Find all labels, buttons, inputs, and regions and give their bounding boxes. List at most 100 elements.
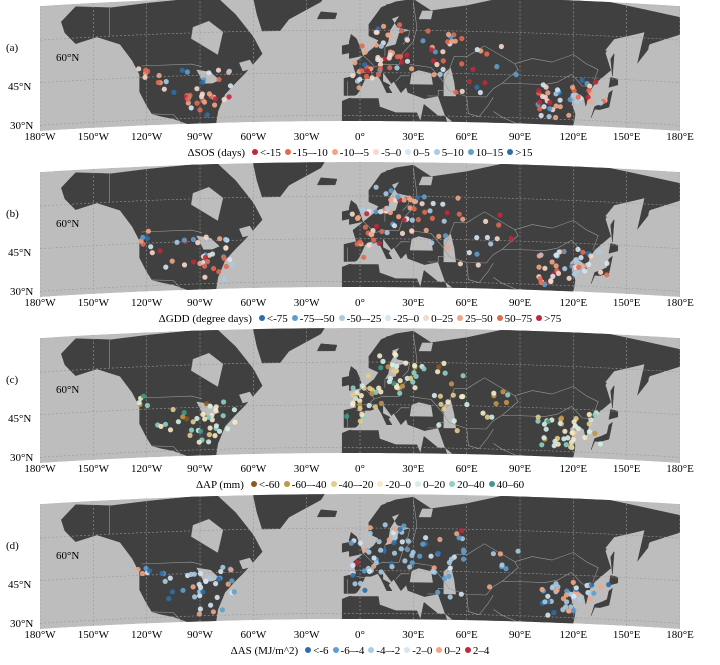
station-point: [497, 212, 503, 218]
lon-label: 30°E: [402, 629, 425, 641]
legend-label: -50–-25: [346, 313, 382, 325]
station-point: [350, 385, 356, 391]
station-point: [206, 414, 212, 420]
legend-item: 0–5: [405, 147, 430, 159]
station-point: [435, 589, 441, 595]
lon-label: 120°W: [131, 131, 163, 143]
station-point: [192, 594, 198, 600]
station-point: [371, 237, 377, 243]
station-point: [188, 571, 194, 577]
water-sea-of-okhotsk: [605, 32, 645, 64]
station-point: [573, 269, 579, 275]
station-point: [541, 435, 547, 441]
station-point: [201, 99, 208, 105]
station-point: [483, 218, 489, 224]
station-point: [477, 89, 483, 96]
station-point: [401, 197, 407, 203]
station-point: [180, 587, 186, 593]
station-point: [221, 255, 227, 261]
station-point: [455, 195, 461, 201]
border-line: [430, 211, 599, 250]
lon-label: 0°: [355, 131, 365, 143]
station-point: [536, 253, 542, 259]
legend-label: 40–60: [496, 479, 525, 491]
station-point: [445, 39, 451, 45]
station-point: [487, 584, 493, 590]
station-point: [450, 392, 456, 398]
station-point: [568, 604, 574, 610]
station-point: [391, 368, 397, 374]
land-ireland: [341, 43, 350, 55]
station-point: [175, 419, 181, 425]
station-point: [494, 64, 500, 70]
station-point: [391, 380, 397, 386]
station-point: [140, 234, 146, 240]
lon-label: 60°E: [455, 131, 478, 143]
station-point: [435, 369, 441, 375]
map-svg: [40, 328, 680, 463]
station-point: [381, 23, 387, 29]
station-point: [359, 68, 365, 74]
station-point: [387, 65, 393, 71]
legend-item: -40–-20: [330, 479, 373, 491]
station-point: [570, 579, 576, 585]
station-point: [549, 259, 555, 265]
station-point: [553, 581, 559, 587]
station-point: [574, 99, 580, 105]
station-point: [536, 99, 543, 105]
border-line: [466, 428, 494, 450]
legend-label: 0–2: [444, 645, 461, 657]
legend-title: ΔAS (MJ/m^2): [230, 645, 299, 657]
station-point: [229, 578, 235, 584]
legend-label: 2–4: [472, 645, 490, 657]
station-point: [591, 590, 597, 596]
station-point: [394, 363, 400, 369]
water-sea-of-okhotsk: [605, 530, 645, 562]
station-point: [378, 547, 384, 553]
station-point: [513, 72, 519, 78]
station-point: [376, 539, 382, 545]
station-point: [404, 58, 411, 64]
legend-swatch: [464, 647, 471, 653]
station-point: [537, 106, 543, 112]
station-point: [229, 262, 235, 268]
station-point: [542, 599, 548, 605]
station-point: [409, 560, 415, 566]
station-point: [431, 392, 437, 399]
station-point: [412, 363, 418, 369]
legend-swatch: [436, 647, 443, 653]
station-point: [459, 61, 465, 67]
station-point: [367, 525, 373, 531]
lon-label: 180°E: [666, 463, 694, 475]
station-point: [420, 38, 426, 44]
station-point: [428, 553, 434, 559]
water-black-sea: [409, 70, 433, 85]
legend-item: 20–40: [449, 479, 485, 491]
station-point: [167, 575, 173, 581]
station-point: [459, 88, 465, 94]
station-point: [482, 80, 488, 86]
lon-label: 90°E: [508, 297, 532, 309]
station-point: [215, 67, 222, 73]
station-point: [409, 228, 415, 234]
map-panel-b: (b) 60°N 45°N 30°N 180°W 150°W 120°W 90°W 60°W 30…: [0, 162, 720, 332]
legend-swatch: [385, 315, 392, 321]
station-point: [464, 401, 470, 408]
station-point: [359, 43, 365, 49]
water-hudson-bay: [191, 21, 224, 55]
station-point: [549, 585, 555, 591]
border-line: [395, 573, 410, 580]
station-point: [139, 570, 146, 577]
station-point: [577, 596, 583, 602]
station-point: [536, 264, 542, 270]
station-point: [190, 584, 196, 590]
station-point: [555, 270, 562, 276]
station-point: [545, 593, 551, 599]
station-point: [419, 201, 425, 207]
legend-item: <-15: [252, 147, 281, 159]
lon-label: 30°W: [293, 463, 320, 475]
land-ireland: [341, 209, 350, 221]
station-point: [386, 537, 392, 543]
land-north-africa: [341, 261, 421, 288]
legend-swatch: [467, 149, 474, 155]
